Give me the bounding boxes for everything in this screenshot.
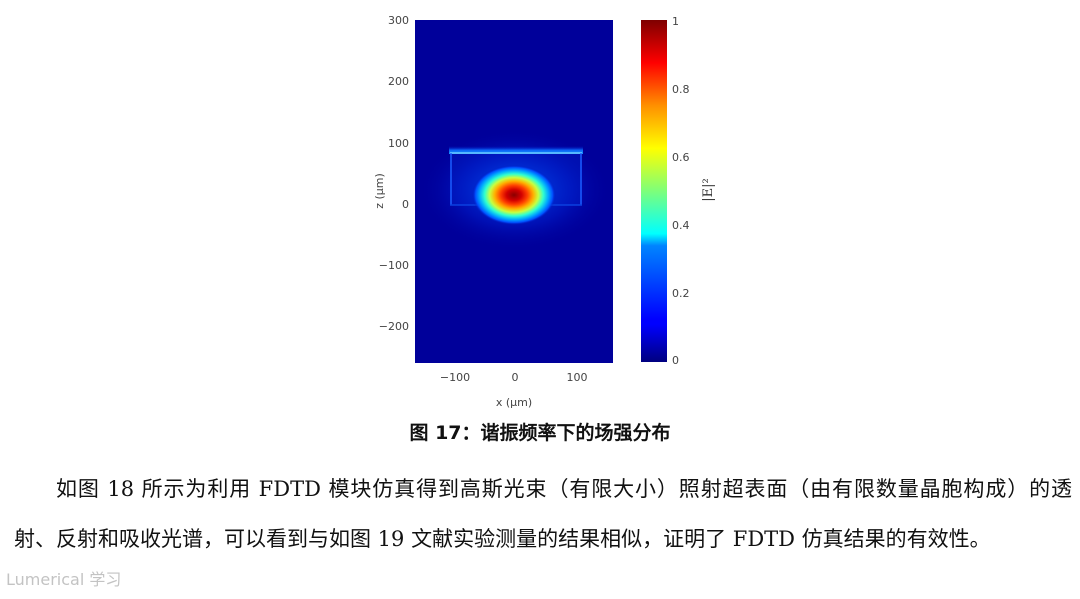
x-tick-label: −100 bbox=[440, 371, 470, 384]
field-hot-spot bbox=[472, 165, 556, 225]
body-paragraph: 如图 18 所示为利用 FDTD 模块仿真得到高斯光束（有限大小）照射超表面（由… bbox=[14, 477, 1072, 551]
colorbar-tick-label: 0.4 bbox=[672, 219, 690, 232]
colorbar-tick-label: 1 bbox=[672, 15, 679, 28]
x-tick-label: 0 bbox=[512, 371, 519, 384]
colorbar-tick-label: 0.2 bbox=[672, 287, 690, 300]
x-axis-label: x (μm) bbox=[496, 396, 532, 409]
colorbar-tick-label: 0.8 bbox=[672, 83, 690, 96]
watermark: Lumerical 学习 bbox=[6, 570, 122, 589]
colorbar: 1 0.8 0.6 0.4 0.2 0 |E|² bbox=[641, 15, 716, 367]
figure-caption: 图 17：谐振频率下的场强分布 bbox=[409, 422, 671, 444]
y-tick-label: 0 bbox=[402, 198, 409, 211]
x-tick-label: 100 bbox=[567, 371, 588, 384]
y-axis: 300 200 100 0 −100 −200 z (μm) bbox=[373, 14, 409, 333]
field-distribution-figure: 300 200 100 0 −100 −200 z (μm) −100 0 10… bbox=[373, 14, 716, 409]
colorbar-gradient bbox=[641, 20, 667, 362]
y-tick-label: −200 bbox=[379, 320, 409, 333]
colorbar-tick-label: 0.6 bbox=[672, 151, 690, 164]
colorbar-label: |E|² bbox=[701, 178, 716, 201]
structure-top-glow bbox=[449, 146, 583, 154]
x-axis: −100 0 100 x (μm) bbox=[440, 371, 588, 409]
y-tick-label: 300 bbox=[388, 14, 409, 27]
y-tick-label: 100 bbox=[388, 137, 409, 150]
y-axis-label: z (μm) bbox=[373, 173, 386, 209]
colorbar-tick-label: 0 bbox=[672, 354, 679, 367]
y-tick-label: 200 bbox=[388, 75, 409, 88]
y-tick-label: −100 bbox=[379, 259, 409, 272]
heatmap-plot bbox=[415, 20, 613, 363]
